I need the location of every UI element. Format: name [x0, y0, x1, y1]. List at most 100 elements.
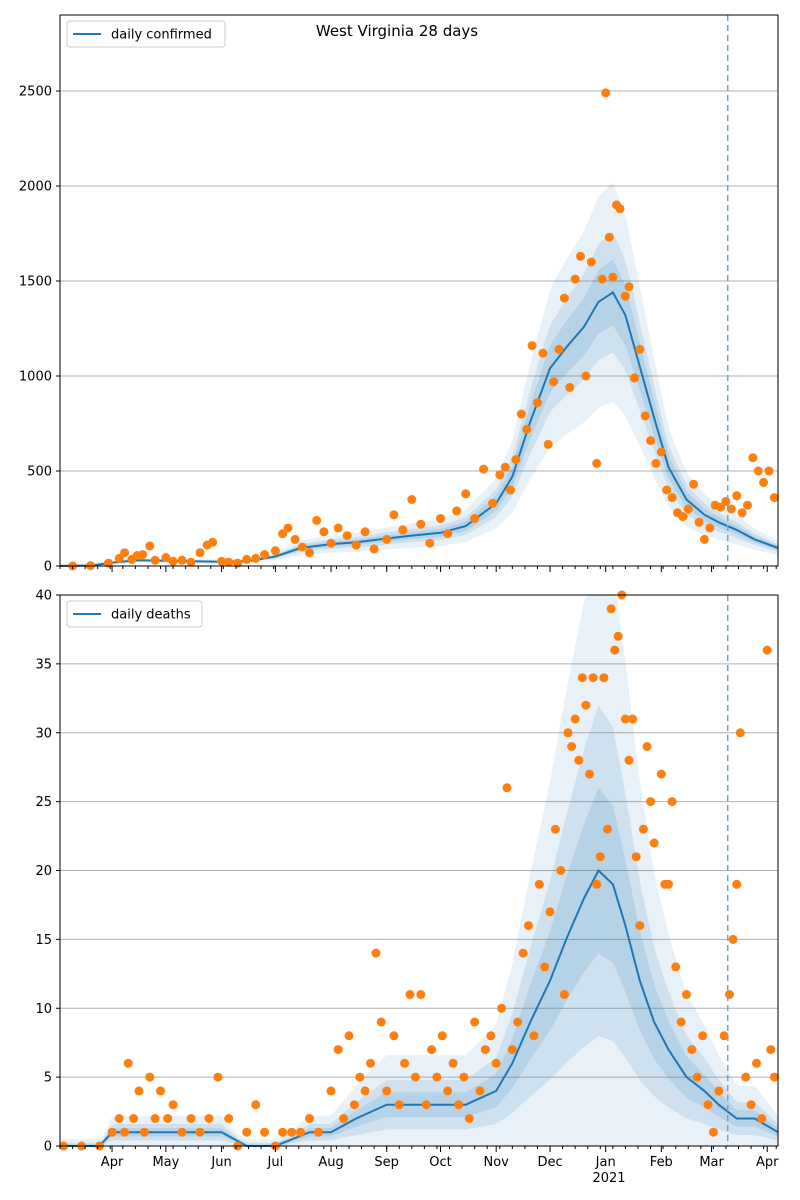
deaths-observed-point: [260, 1127, 270, 1137]
confirmed-observed-point: [538, 348, 548, 358]
confirmed-observed-point: [554, 344, 564, 354]
deaths-observed-point: [610, 645, 620, 655]
deaths-observed-point: [107, 1127, 117, 1137]
confirmed-observed-point: [168, 556, 178, 566]
deaths-observed-point: [719, 1031, 729, 1041]
confirmed-observed-point: [195, 548, 205, 558]
confirmed-observed-point: [326, 538, 336, 548]
deaths-observed-point: [631, 852, 641, 862]
confirmed-observed-point: [138, 550, 148, 560]
confirmed-y-tick-label: 2000: [19, 180, 52, 195]
deaths-observed-point: [448, 1058, 458, 1068]
deaths-observed-point: [177, 1127, 187, 1137]
confirmed-observed-point: [759, 477, 769, 487]
confirmed-observed-point: [319, 527, 329, 537]
deaths-observed-point: [394, 1100, 404, 1110]
confirmed-observed-point: [646, 436, 656, 446]
confirmed-observed-point: [565, 382, 575, 392]
confirmed-observed-point: [369, 544, 379, 554]
confirmed-observed-point: [683, 504, 693, 514]
confirmed-observed-point: [217, 556, 227, 566]
deaths-x-tick-label: May: [152, 1155, 179, 1170]
deaths-panel: 0 5 10 15 20 25 30 35 40 Apr May Jun Jul Aug Sep Oct No…: [35, 589, 779, 1187]
confirmed-y-tick-label: 0: [44, 560, 52, 575]
confirmed-observed-point: [667, 493, 677, 503]
confirmed-observed-point: [360, 527, 370, 537]
deaths-observed-point: [746, 1100, 756, 1110]
confirmed-observed-point: [470, 514, 480, 523]
deaths-observed-point: [550, 824, 560, 834]
confirmed-observed-point: [443, 529, 453, 539]
deaths-y-ticks: 0 5 10 15 20 25 30 35 40: [35, 589, 60, 1155]
deaths-observed-point: [585, 769, 594, 779]
deaths-observed-point: [168, 1100, 178, 1110]
confirmed-observed-point: [416, 519, 426, 529]
deaths-observed-point: [671, 962, 681, 972]
confirmed-observed-point: [278, 529, 288, 539]
x-axis-year-label: 2021: [592, 1171, 625, 1186]
deaths-observed-point: [766, 1045, 776, 1055]
deaths-x-tick-label: Feb: [650, 1155, 673, 1170]
confirmed-observed-point: [604, 232, 614, 242]
deaths-x-tick-label: Jan: [595, 1155, 616, 1170]
deaths-observed-point: [432, 1072, 442, 1082]
deaths-observed-point: [603, 824, 612, 834]
deaths-observed-point: [529, 1031, 539, 1041]
deaths-observed-point: [480, 1045, 490, 1055]
confirmed-observed-point: [333, 523, 343, 533]
deaths-observed-point: [326, 1086, 336, 1096]
deaths-x-tick-label: Mar: [699, 1155, 724, 1170]
deaths-observed-point: [714, 1086, 724, 1096]
deaths-x-ticks: Apr May Jun Jul Aug Sep Oct Nov Dec Jan Feb Mar Apr: [59, 1146, 779, 1170]
deaths-x-tick-label: Oct: [429, 1155, 451, 1170]
deaths-observed-point: [296, 1127, 305, 1137]
deaths-observed-point: [305, 1114, 314, 1123]
deaths-observed-point: [735, 728, 745, 738]
deaths-observed-point: [242, 1127, 252, 1137]
figure-title: West Virginia 28 days: [316, 22, 478, 40]
deaths-band-1: [60, 705, 778, 1146]
confirmed-observed-point: [290, 534, 300, 544]
deaths-observed-point: [502, 783, 512, 793]
deaths-observed-point: [708, 1127, 718, 1137]
confirmed-observed-point: [743, 500, 752, 510]
deaths-observed-point: [638, 824, 648, 834]
confirmed-observed-point: [305, 548, 314, 558]
deaths-x-tick-label: Aug: [318, 1155, 343, 1170]
deaths-observed-point: [592, 879, 602, 889]
confirmed-observed-point: [732, 491, 742, 501]
deaths-observed-point: [613, 631, 623, 641]
deaths-observed-point: [213, 1072, 223, 1082]
deaths-y-tick-label: 15: [35, 933, 52, 948]
deaths-observed-point: [251, 1100, 261, 1110]
deaths-observed-point: [570, 714, 580, 724]
confirmed-observed-point: [351, 540, 361, 550]
confirmed-observed-point: [737, 508, 747, 518]
deaths-observed-point: [545, 907, 555, 917]
confirmed-observed-point: [597, 274, 607, 284]
deaths-x-tick-label: Nov: [483, 1155, 509, 1170]
deaths-observed-point: [667, 797, 677, 807]
confirmed-observed-point: [224, 557, 234, 567]
deaths-observed-point: [427, 1045, 437, 1055]
deaths-observed-point: [421, 1100, 431, 1110]
deaths-y-tick-label: 35: [35, 657, 52, 672]
deaths-x-tick-label: Apr: [756, 1155, 779, 1170]
confirmed-observed-point: [753, 466, 763, 476]
deaths-observed-point: [437, 1031, 447, 1041]
confirmed-observed-point: [748, 453, 758, 463]
confirmed-observed-point: [559, 293, 569, 303]
deaths-observed-point: [741, 1072, 751, 1082]
deaths-legend-box: [66, 600, 203, 628]
deaths-observed-point: [577, 673, 587, 683]
deaths-observed-point: [224, 1114, 234, 1123]
confirmed-legend: daily confirmed: [66, 20, 226, 48]
confirmed-observed-point: [699, 534, 709, 544]
confirmed-observed-point: [398, 525, 408, 535]
deaths-observed-point: [725, 990, 734, 999]
confirmed-observed-point: [488, 498, 498, 508]
deaths-observed-point: [163, 1114, 173, 1123]
deaths-observed-point: [732, 879, 742, 889]
